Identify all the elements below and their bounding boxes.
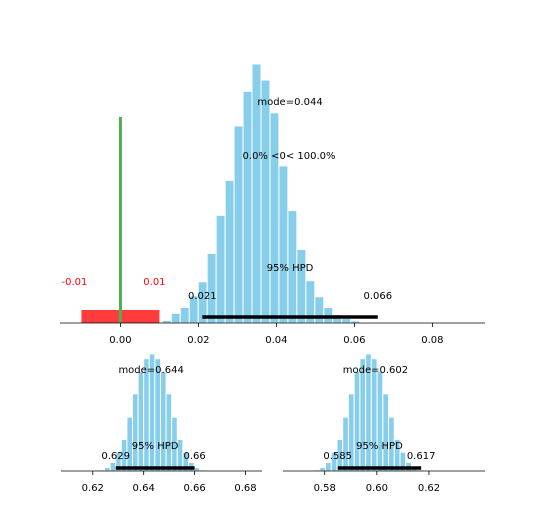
hpd-high-label: 0.66 <box>183 451 205 462</box>
x-tick-label: 0.04 <box>265 335 287 346</box>
histogram-bar <box>215 214 226 324</box>
hpd-low-label: 0.585 <box>323 451 352 462</box>
x-tick-label: 0.58 <box>314 483 336 494</box>
rope-high-label: 0.01 <box>143 277 165 288</box>
mode-label: mode=0.602 <box>343 365 408 376</box>
histogram-bar <box>224 179 235 324</box>
x-tick-label: 0.02 <box>187 335 209 346</box>
histogram-bar <box>319 466 326 472</box>
histogram-bar <box>104 466 111 472</box>
x-tick-label: 0.66 <box>183 483 205 494</box>
histogram-bar <box>353 371 361 472</box>
x-tick-label: 0.08 <box>421 335 443 346</box>
x-tick-label: 0.64 <box>133 483 155 494</box>
hpd-high-label: 0.617 <box>407 451 436 462</box>
histogram-bar <box>382 393 390 472</box>
histogram-bar <box>376 371 384 472</box>
histogram-bar <box>159 371 167 472</box>
x-tick-label: 0.62 <box>82 483 104 494</box>
histogram-bar <box>170 312 181 324</box>
histogram-bar <box>242 90 253 324</box>
x-tick-label: 0.00 <box>109 335 131 346</box>
x-tick-label: 0.68 <box>234 483 256 494</box>
histogram-bar <box>269 112 280 324</box>
mode-label: mode=0.044 <box>257 97 322 108</box>
hpd-label: 95% HPD <box>267 263 314 274</box>
hpd-high-label: 0.066 <box>363 291 392 302</box>
mode-label: mode=0.644 <box>118 365 183 376</box>
hpd-label: 95% HPD <box>356 441 403 452</box>
rope-low-label: -0.01 <box>62 277 88 288</box>
histogram-bar <box>278 165 289 324</box>
hpd-label: 95% HPD <box>132 441 179 452</box>
reference-percentage-label: 0.0% <0< 100.0% <box>243 151 336 162</box>
histogram-bar <box>193 466 201 472</box>
histogram-bar <box>296 248 307 324</box>
histogram-bar <box>179 307 190 324</box>
histogram-bar <box>342 416 349 472</box>
x-tick-label: 0.62 <box>418 483 440 494</box>
hpd-low-label: 0.021 <box>188 291 217 302</box>
histogram-bar <box>341 318 352 324</box>
histogram-bar <box>165 393 173 472</box>
histogram-bar <box>314 296 325 324</box>
x-tick-label: 0.60 <box>366 483 388 494</box>
histogram-bar <box>137 371 145 472</box>
hpd-low-label: 0.629 <box>101 451 130 462</box>
histogram-bar <box>324 461 332 472</box>
histogram-bar <box>260 79 271 324</box>
histogram-bar <box>131 393 139 472</box>
x-tick-label: 0.06 <box>343 335 365 346</box>
histogram-bar <box>206 252 217 324</box>
histogram-bar <box>109 461 117 472</box>
